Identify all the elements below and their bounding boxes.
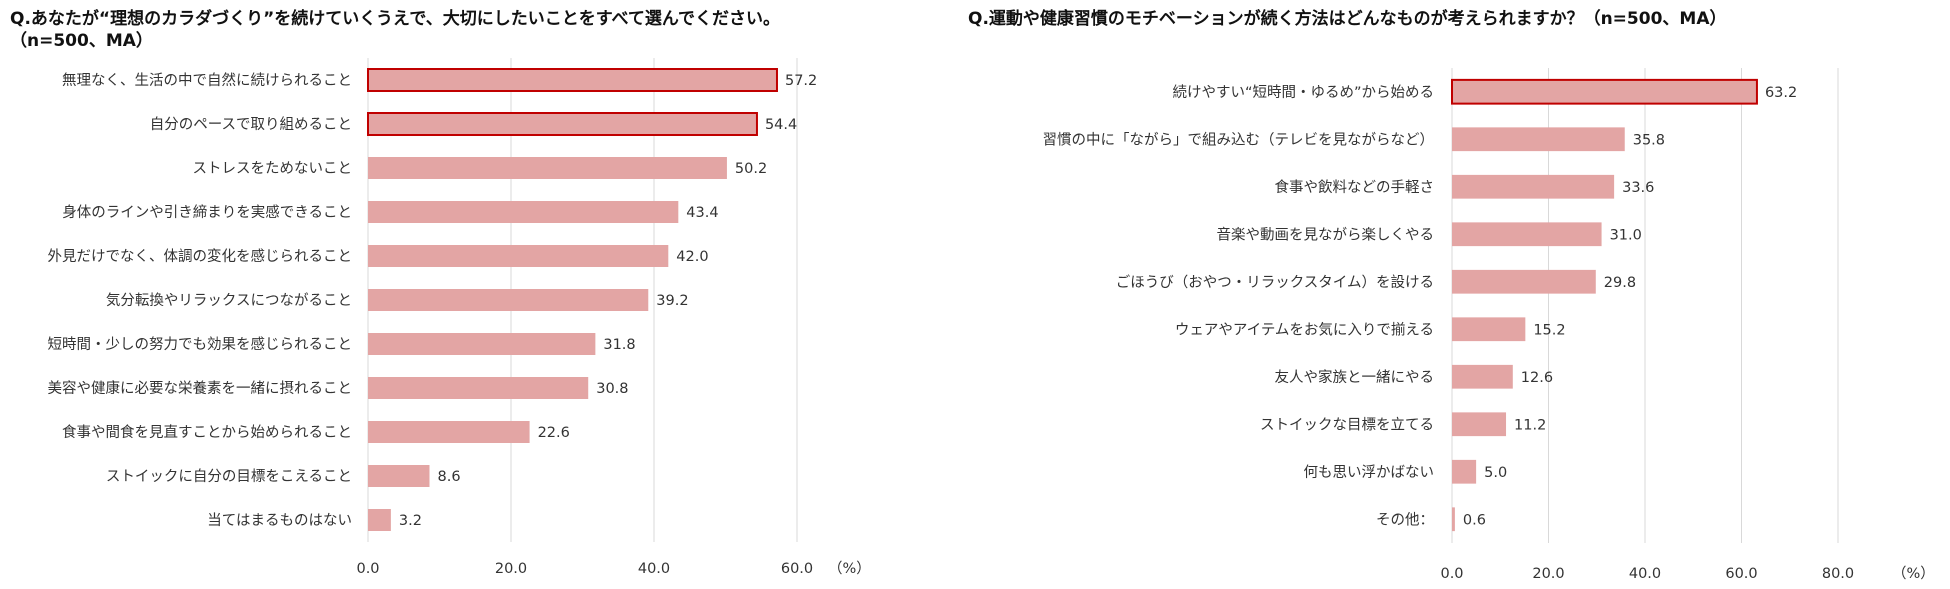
bar [368, 509, 391, 531]
category-label: 身体のラインや引き締まりを実感できること [62, 204, 352, 221]
chart-1-title: Q.運動や健康習慣のモチベーションが続く方法はどんなものが考えられますか？（n=… [968, 8, 1726, 29]
category-label: ストイックに自分の目標をこえること [106, 468, 352, 485]
category-label: ストレスをためないこと [193, 160, 353, 177]
value-label: 15.2 [1533, 322, 1565, 338]
bar [1452, 127, 1625, 152]
value-label: 33.6 [1622, 180, 1654, 196]
value-label: 57.2 [785, 73, 817, 89]
category-label: その他： [1376, 511, 1434, 528]
axis-unit: （%） [1892, 565, 1935, 582]
value-label: 42.0 [676, 249, 708, 265]
x-tick-label: 20.0 [1532, 566, 1564, 582]
bar [1452, 222, 1602, 247]
value-label: 63.2 [1765, 85, 1797, 101]
bar [1452, 364, 1513, 389]
category-label: 食事や飲料などの手軽さ [1275, 179, 1435, 196]
value-label: 31.8 [603, 337, 635, 353]
value-label: 22.6 [538, 425, 570, 441]
x-tick-label: 80.0 [1822, 566, 1854, 582]
value-label: 50.2 [735, 161, 767, 177]
category-label: 無理なく、生活の中で自然に続けられること [62, 72, 352, 89]
chart-0-title: Q.あなたが“理想のカラダづくり”を続けていくうえで、大切にしたいことをすべて選… [10, 8, 780, 29]
bar [368, 377, 589, 399]
value-label: 5.0 [1484, 465, 1507, 481]
value-label: 3.2 [399, 513, 422, 529]
value-label: 8.6 [437, 469, 460, 485]
value-label: 39.2 [656, 293, 688, 309]
bar [368, 201, 679, 223]
bar [1452, 412, 1507, 437]
category-label: ウェアやアイテムをお気に入りで揃える [1175, 321, 1434, 338]
chart-motivation: Q.運動や健康習慣のモチベーションが続く方法はどんなものが考えられますか？（n=… [968, 8, 1935, 582]
chart-0-title-line2: （n=500、MA） [10, 30, 153, 51]
category-label: 気分転換やリラックスにつながること [106, 292, 352, 309]
category-label: 自分のペースで取り組めること [150, 116, 352, 133]
category-label: ごほうび（おやつ・リラックスタイム）を設ける [1116, 274, 1434, 291]
x-tick-label: 0.0 [1440, 566, 1463, 582]
bar [368, 245, 669, 267]
x-tick-label: 40.0 [638, 561, 670, 577]
category-label: 習慣の中に「ながら」で組み込む（テレビを見ながらなど） [1043, 130, 1435, 148]
category-label: 外見だけでなく、体調の変化を感じられること [48, 248, 353, 265]
category-label: ストイックな目標を立てる [1260, 416, 1434, 433]
category-label: 当てはまるものはない [207, 512, 352, 529]
bar-highlighted [1451, 78, 1758, 105]
bar [1452, 174, 1615, 199]
value-label: 35.8 [1633, 132, 1665, 148]
value-label: 11.2 [1514, 417, 1546, 433]
category-label: 短時間・少しの努力でも効果を感じられること [48, 336, 353, 353]
bar-highlighted [367, 112, 758, 136]
x-tick-label: 20.0 [495, 561, 527, 577]
bar [1452, 507, 1455, 532]
category-label: 美容や健康に必要な栄養素を一緒に摂れること [48, 379, 353, 397]
value-label: 29.8 [1604, 275, 1636, 291]
category-label: 食事や間食を見直すことから始められること [62, 424, 352, 441]
x-tick-label: 60.0 [1725, 566, 1757, 582]
bar [368, 421, 530, 443]
bar-highlighted [367, 68, 778, 92]
value-label: 30.8 [596, 381, 628, 397]
chart-ideal-body: Q.あなたが“理想のカラダづくり”を続けていくうえで、大切にしたいことをすべて選… [10, 8, 871, 577]
category-label: 音楽や動画を見ながら楽しくやる [1217, 226, 1435, 243]
bar [1452, 317, 1526, 342]
axis-unit: （%） [828, 560, 871, 577]
bar [1452, 459, 1477, 484]
bar [368, 465, 430, 487]
value-label: 43.4 [686, 205, 718, 221]
category-label: 続けやすい“短時間・ゆるめ”から始める [1172, 84, 1434, 101]
value-label: 0.6 [1463, 512, 1486, 528]
bar [368, 157, 727, 179]
x-tick-label: 40.0 [1629, 566, 1661, 582]
bar [368, 289, 649, 311]
x-tick-label: 60.0 [781, 561, 813, 577]
category-label: 友人や家族と一緒にやる [1275, 369, 1435, 386]
bar [368, 333, 596, 355]
value-label: 12.6 [1521, 370, 1553, 386]
value-label: 31.0 [1610, 227, 1642, 243]
category-label: 何も思い浮かばない [1304, 464, 1435, 481]
bar [1452, 269, 1596, 294]
value-label: 54.4 [765, 117, 797, 133]
x-tick-label: 0.0 [356, 561, 379, 577]
